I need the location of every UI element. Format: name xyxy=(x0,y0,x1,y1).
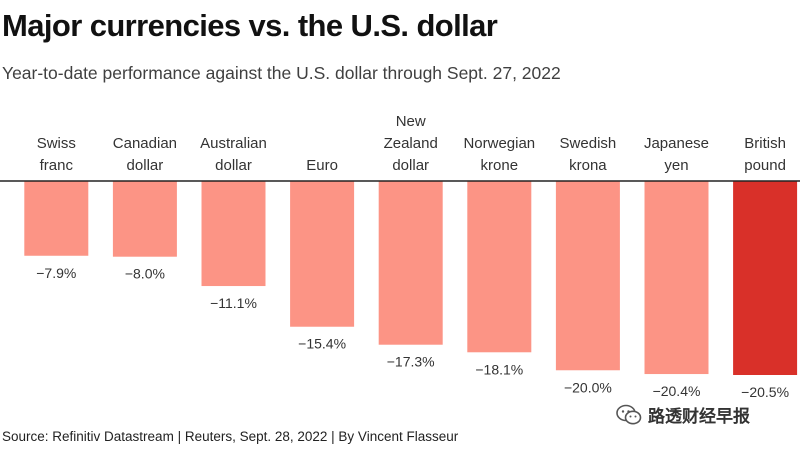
category-label: Canadian dollar xyxy=(113,135,177,174)
value-label: −11.1% xyxy=(210,295,257,311)
bar xyxy=(201,181,266,287)
value-label: −20.5% xyxy=(741,384,789,400)
bar xyxy=(733,181,798,375)
category-label: Euro xyxy=(306,157,338,174)
bar xyxy=(290,181,355,327)
value-label: −18.1% xyxy=(475,361,523,377)
bar xyxy=(24,181,89,256)
category-label: British pound xyxy=(744,135,786,174)
bar xyxy=(112,181,177,257)
value-label: −7.9% xyxy=(36,265,76,281)
category-label: Swedish krona xyxy=(560,135,617,174)
chart-title: Major currencies vs. the U.S. dollar xyxy=(2,8,498,43)
bar xyxy=(644,181,709,375)
wechat-icon xyxy=(616,404,642,424)
bar xyxy=(378,181,443,345)
chart-subtitle: Year-to-date performance against the U.S… xyxy=(2,63,561,83)
bar xyxy=(467,181,532,353)
category-label: Australian dollar xyxy=(200,135,267,174)
bar xyxy=(555,181,620,371)
value-label: −8.0% xyxy=(125,266,165,282)
category-label: Swiss franc xyxy=(37,135,76,174)
watermark-text: 路透财经早报 xyxy=(648,407,750,426)
category-label: Norwegian krone xyxy=(463,135,535,174)
source-note: Source: Refinitiv Datastream | Reuters, … xyxy=(2,429,459,444)
category-label: Japanese yen xyxy=(644,135,709,174)
value-label: −15.4% xyxy=(298,336,346,352)
value-label: −20.4% xyxy=(653,383,701,399)
value-label: −17.3% xyxy=(387,354,435,370)
value-label: −20.0% xyxy=(564,379,612,395)
category-label: New Zealand dollar xyxy=(384,113,438,174)
watermark: 路透财经早报 xyxy=(616,402,750,427)
